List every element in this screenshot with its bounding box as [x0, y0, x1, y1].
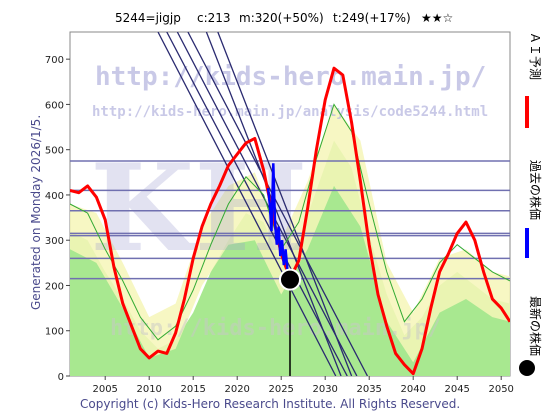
legend-latest-swatch — [519, 360, 535, 376]
legend-ai-label: ＡＩ予測 — [528, 32, 542, 80]
y-tick-label-400: 400 — [45, 191, 64, 202]
trend-lines — [157, 32, 369, 376]
trend-line-0 — [166, 32, 348, 376]
x-axis-ticks: 2005 2010 2015 2020 2025 2030 2035 2040 2045 2050 — [92, 376, 514, 395]
x-tick-label-2015: 2015 — [180, 384, 205, 395]
y-tick-label-500: 500 — [45, 146, 64, 157]
header-mid: m:320(+50%) — [239, 11, 324, 25]
x-tick-label-2020: 2020 — [224, 384, 249, 395]
trend-line-3 — [157, 32, 337, 376]
plot-area: KH http://kids-hero.main.jp/ http://kids… — [69, 31, 511, 377]
legend-latest-label: 最新の株価 — [528, 296, 543, 356]
trend-line-5 — [217, 32, 353, 376]
watermark-analysis-url: http://kids-hero.main.jp/analysis/code52… — [92, 104, 488, 120]
legend-item-past: 過去の株価 — [525, 160, 543, 258]
y-tick-label-700: 700 — [45, 55, 64, 66]
green-line-layer — [70, 103, 510, 341]
x-tick-label-2005: 2005 — [92, 384, 117, 395]
header-ticker: 5244=jigjp — [115, 11, 181, 25]
legend-past-label: 過去の株価 — [528, 160, 543, 220]
x-tick-label-2045: 2045 — [444, 384, 469, 395]
generated-date-label: Generated on Monday 2026/1/5. — [29, 115, 43, 310]
y-tick-label-0: 0 — [58, 372, 64, 383]
legend-item-latest: 最新の株価 — [519, 296, 543, 376]
copyright: Copyright (c) Kids-Hero Research Institu… — [80, 397, 460, 411]
watermark-url: http://kids-hero.main.jp/ — [95, 62, 486, 92]
x-tick-label-2025: 2025 — [268, 384, 293, 395]
trend-line-2 — [187, 32, 369, 376]
x-tick-label-2040: 2040 — [400, 384, 425, 395]
header-stars: ★★☆ — [421, 11, 453, 25]
trend-line-1 — [176, 32, 358, 376]
x-tick-label-2050: 2050 — [488, 384, 513, 395]
past-price-line — [266, 163, 291, 277]
horizontal-levels — [70, 160, 510, 280]
x-tick-label-2030: 2030 — [312, 384, 337, 395]
latest-price-marker — [279, 268, 301, 291]
y-tick-label-200: 200 — [45, 281, 64, 292]
y-tick-label-600: 600 — [45, 100, 64, 111]
green-line — [70, 103, 510, 341]
x-tick-label-2010: 2010 — [136, 384, 161, 395]
y-tick-label-300: 300 — [45, 236, 64, 247]
y-axis-ticks: 0 100 200 300 400 500 600 700 — [45, 55, 70, 383]
y-tick-label-100: 100 — [45, 327, 64, 338]
header-current: c:213 — [197, 11, 231, 25]
legend: ＡＩ予測 過去の株価 最新の株価 — [519, 32, 543, 376]
header-target: t:249(+17%) — [333, 11, 411, 25]
legend-item-ai: ＡＩ予測 — [525, 32, 542, 128]
past-price-layer — [266, 163, 291, 277]
watermark-layer: KH http://kids-hero.main.jp/ http://kids… — [90, 62, 488, 341]
latest-price-layer — [279, 268, 301, 376]
x-tick-label-2035: 2035 — [356, 384, 381, 395]
